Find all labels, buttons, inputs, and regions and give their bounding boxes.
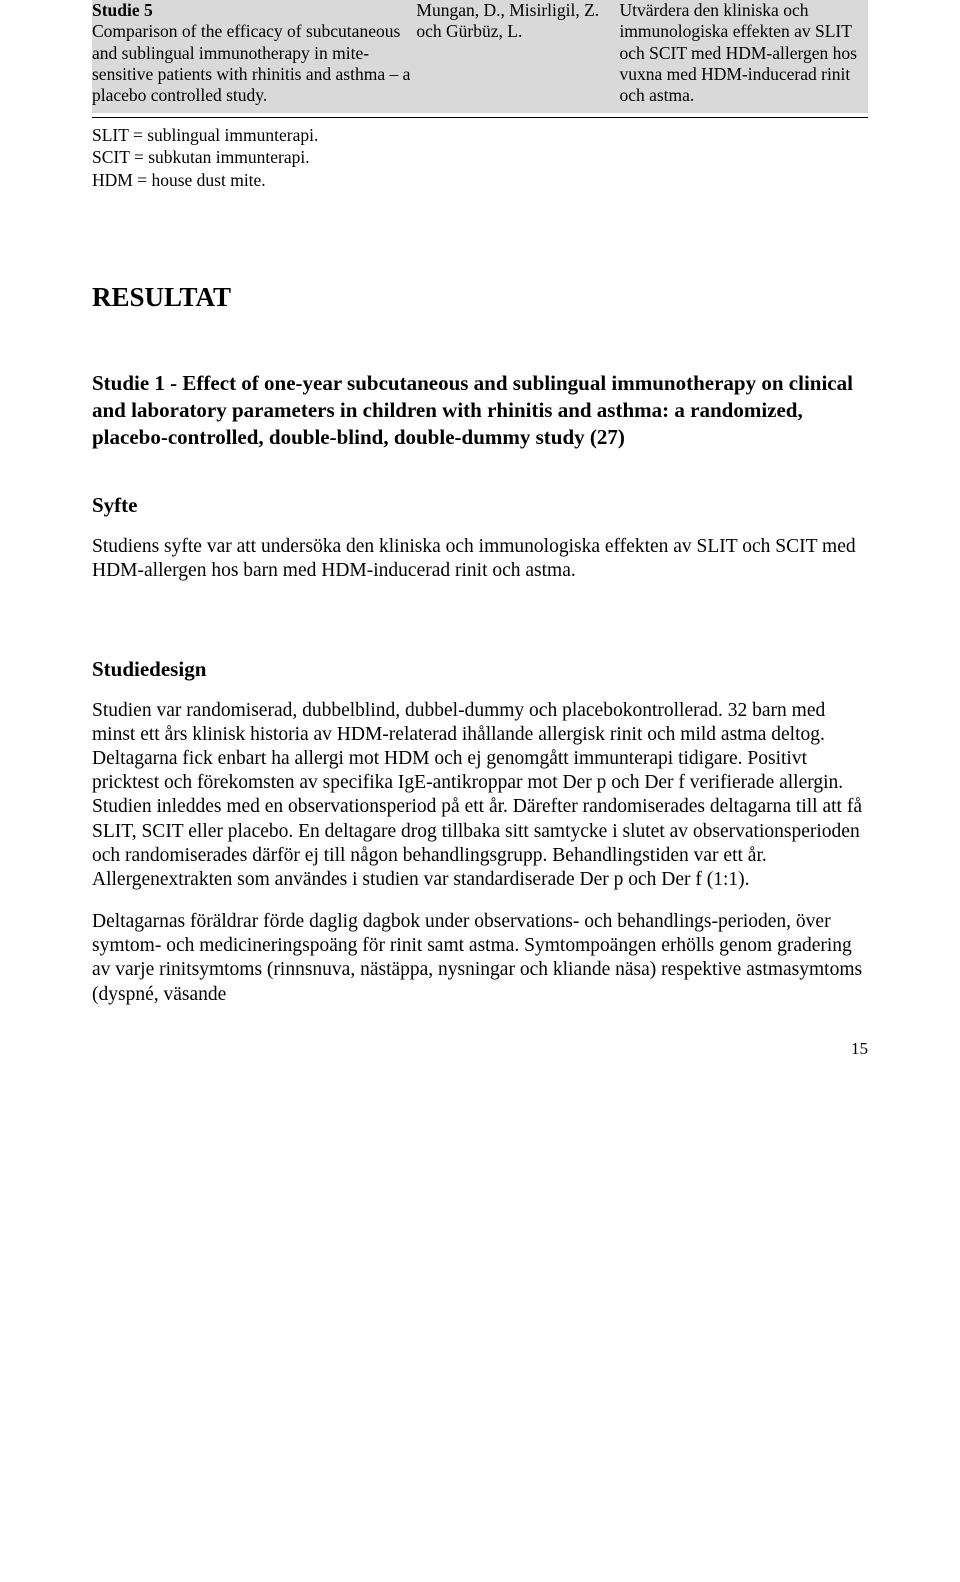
section-heading-resultat: RESULTAT: [92, 281, 868, 314]
table-divider: [92, 117, 868, 118]
table-legend: SLIT = sublingual immunterapi. SCIT = su…: [92, 124, 868, 191]
subhead-syfte: Syfte: [92, 493, 868, 519]
legend-line-3: HDM = house dust mite.: [92, 170, 266, 190]
studiedesign-p2: Deltagarnas föräldrar förde daglig dagbo…: [92, 910, 868, 1007]
study-table: Studie 5 Comparison of the efficacy of s…: [92, 0, 868, 113]
study-col-2: Mungan, D., Misirligil, Z. och Gürbüz, L…: [416, 0, 619, 113]
spacer: [92, 619, 868, 657]
study-col1-body: Comparison of the efficacy of subcutaneo…: [92, 21, 410, 105]
syfte-body: Studiens syfte var att undersöka den kli…: [92, 535, 868, 583]
legend-line-1: SLIT = sublingual immunterapi.: [92, 125, 318, 145]
studiedesign-p1: Studien var randomiserad, dubbelblind, d…: [92, 699, 868, 892]
legend-line-2: SCIT = subkutan immunterapi.: [92, 147, 310, 167]
study-1-heading: Studie 1 - Effect of one-year subcutaneo…: [92, 370, 868, 451]
study-col-1: Studie 5 Comparison of the efficacy of s…: [92, 0, 416, 113]
study-col-3: Utvärdera den kliniska och immunologiska…: [619, 0, 868, 113]
study-title-label: Studie 5: [92, 0, 153, 20]
page-number: 15: [92, 1039, 868, 1060]
table-row: Studie 5 Comparison of the efficacy of s…: [92, 0, 868, 113]
subhead-studiedesign: Studiedesign: [92, 657, 868, 683]
